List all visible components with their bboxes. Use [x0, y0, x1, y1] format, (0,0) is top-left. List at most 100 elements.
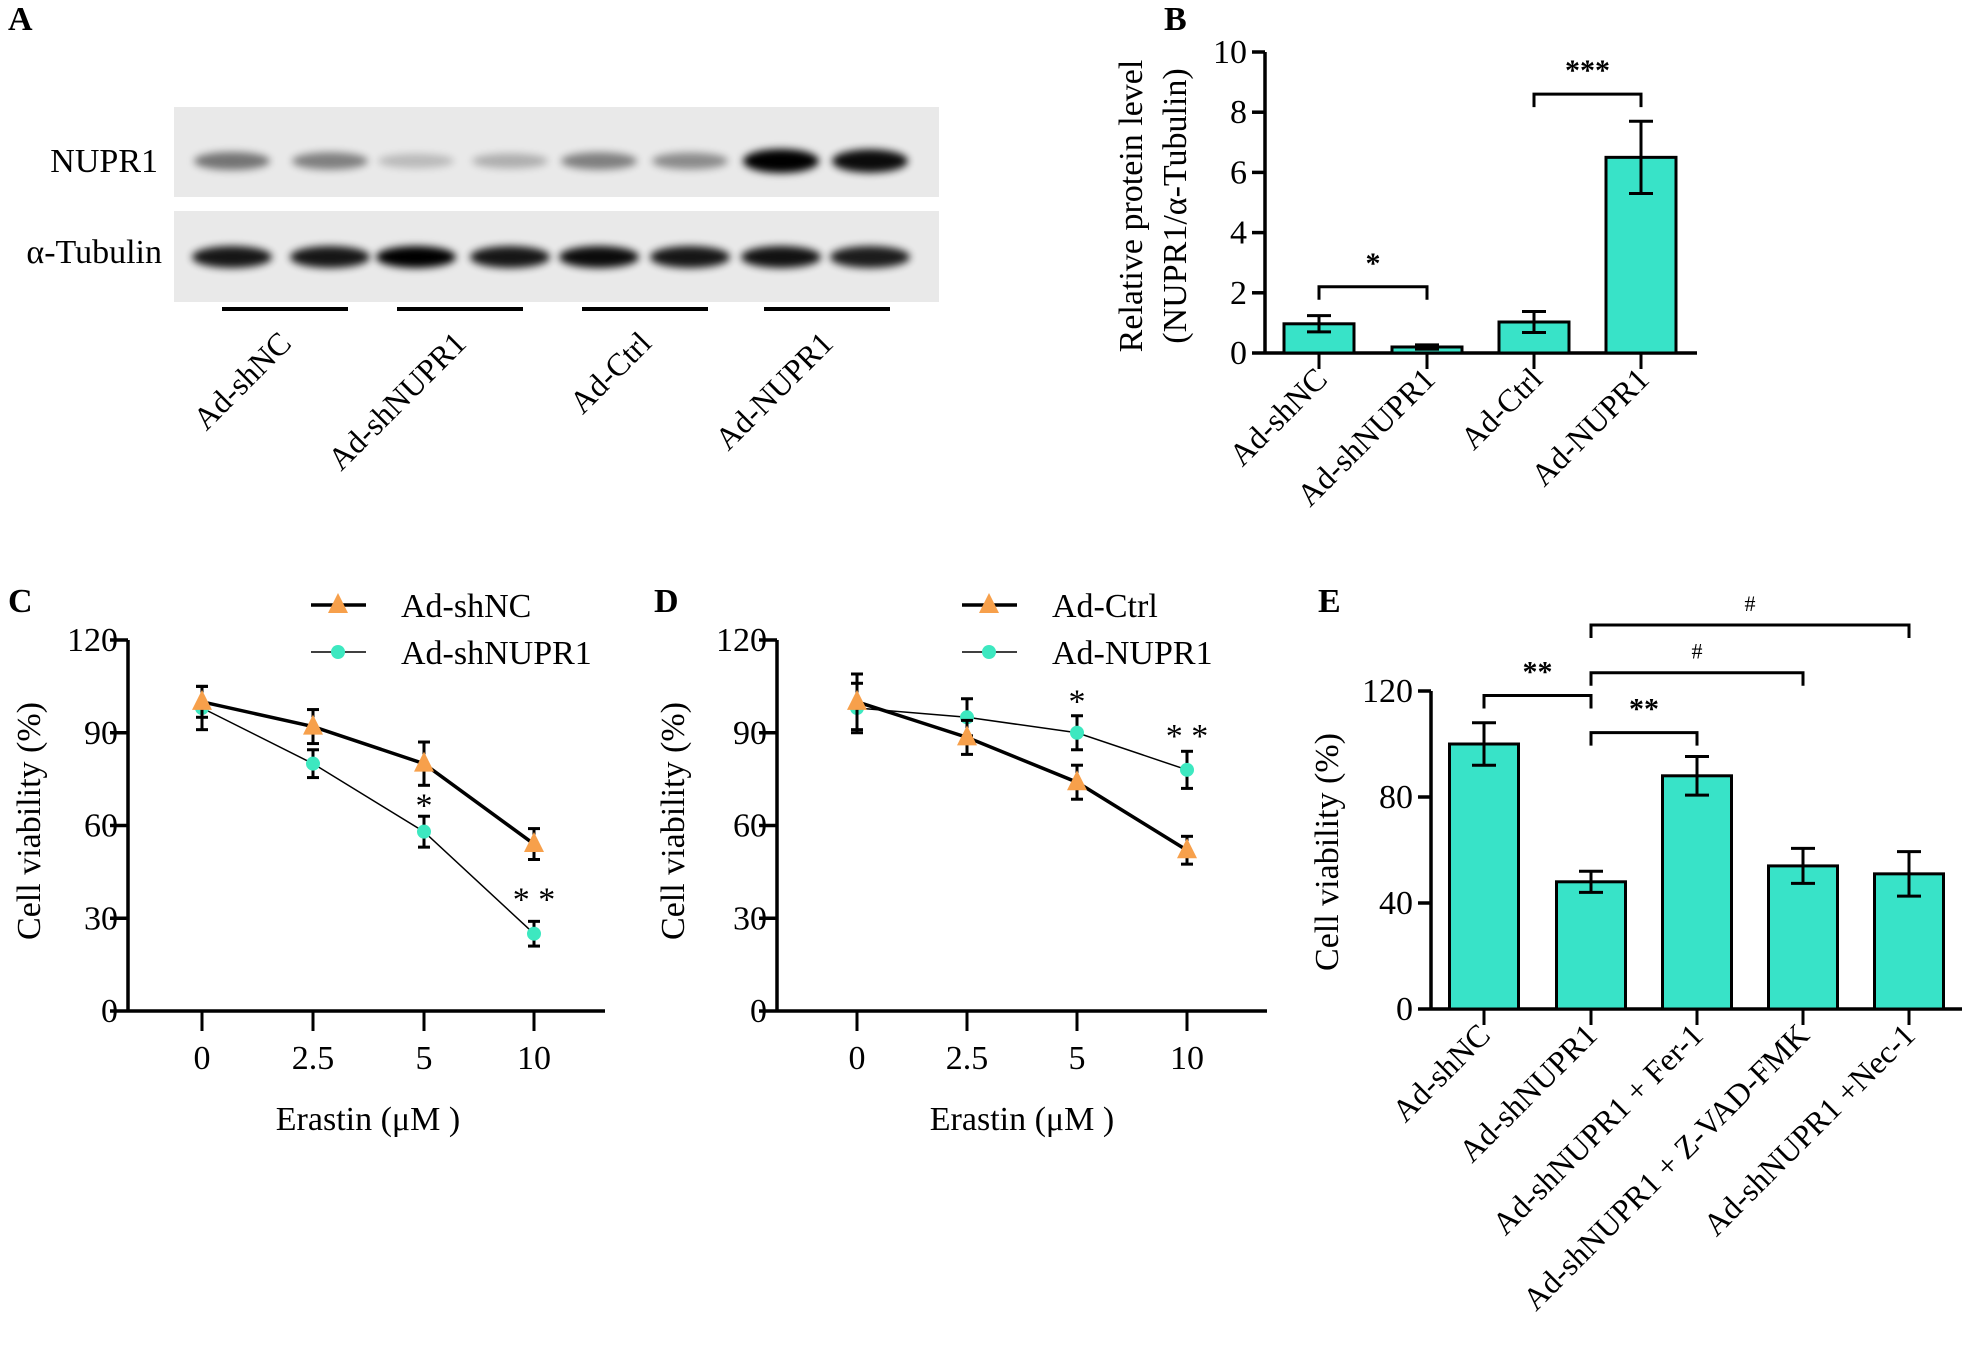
significance-label: * * — [513, 882, 556, 919]
legend-circle-marker — [331, 645, 345, 659]
data-point-triangle-marker — [303, 714, 323, 735]
data-point-triangle-marker — [524, 832, 544, 853]
blot-row-label-nupr1: NUPR1 — [50, 143, 158, 180]
band-nupr1 — [743, 149, 819, 173]
y-tick-label: 0 — [101, 993, 118, 1030]
y-tick-label: 30 — [84, 900, 118, 937]
y-axis-label: Cell viability (%) — [1309, 733, 1346, 971]
y-tick-label: 8 — [1230, 94, 1247, 131]
band-tubulin — [470, 246, 550, 268]
data-point-triangle-marker — [957, 725, 977, 746]
significance-label: ** — [1629, 693, 1659, 726]
x-tick-label: 10 — [517, 1040, 551, 1077]
blot-group-label: Ad-Ctrl — [562, 324, 658, 420]
x-tick-label: Ad-shNUPR1 + Fer-1 — [1485, 1016, 1710, 1241]
bar — [1661, 774, 1733, 1011]
significance-label: ** — [1523, 656, 1553, 689]
x-tick-label: 5 — [1069, 1040, 1086, 1077]
band-tubulin — [650, 246, 730, 268]
data-point-circle-marker — [417, 824, 431, 839]
y-tick-label: 60 — [733, 808, 767, 845]
western-blot: NUPR1 α-Tubulin Ad-shNC Ad-shNUPR1 Ad-Ctrl Ad… — [26, 107, 939, 477]
band-nupr1 — [832, 149, 908, 173]
y-axis-label: Relative protein level — [1113, 60, 1150, 353]
y-tick-label: 30 — [733, 900, 767, 937]
y-tick-label: 0 — [750, 993, 767, 1030]
significance-label: * — [416, 787, 433, 824]
data-point-triangle-marker — [192, 689, 212, 710]
bar — [1555, 880, 1627, 1011]
x-tick-label: 10 — [1170, 1040, 1204, 1077]
band-tubulin — [741, 246, 821, 268]
y-tick-label: 2 — [1230, 275, 1247, 312]
y-tick-label: 120 — [1362, 673, 1413, 710]
significance-bracket — [1589, 731, 1699, 746]
x-tick-label: 0 — [849, 1040, 866, 1077]
blot-group-label: Ad-shNC — [186, 324, 298, 436]
bar — [1604, 155, 1678, 355]
significance-label: # — [1692, 639, 1703, 664]
significance-bracket — [1317, 285, 1429, 300]
y-axis-label: Cell viability (%) — [655, 702, 692, 940]
significance-label: * — [1069, 684, 1086, 721]
legend-label: Ad-shNC — [401, 588, 531, 625]
y-tick-label: 90 — [733, 715, 767, 752]
data-point-triangle-marker — [414, 751, 434, 772]
y-tick-label: 120 — [67, 622, 118, 659]
x-tick-label: Ad-Ctrl — [1453, 360, 1549, 456]
legend-triangle-marker — [328, 593, 348, 613]
data-point-circle-marker — [306, 756, 320, 771]
band-nupr1 — [561, 152, 637, 170]
x-tick-label: Ad-shNC — [1222, 360, 1334, 472]
data-point-triangle-marker — [847, 689, 867, 710]
chart-c-viability-shnupr1: 0 30 60 90 120 0 2.5 5 10 Erastin (μM ) Cell viabi… — [11, 588, 605, 1138]
data-point-circle-marker — [1070, 725, 1084, 740]
series-line — [856, 700, 1188, 852]
data-point-triangle-marker — [1177, 838, 1197, 859]
x-axis-label: Erastin (μM ) — [276, 1101, 460, 1138]
blot-row-label-tubulin: α-Tubulin — [26, 234, 162, 271]
y-axis-label: Cell viability (%) — [11, 702, 48, 940]
significance-label: * * — [1166, 718, 1209, 755]
y-tick-label: 0 — [1230, 335, 1247, 372]
band-tubulin — [192, 246, 272, 268]
blot-strip-nupr1 — [174, 107, 939, 197]
y-tick-label: 4 — [1230, 215, 1247, 252]
series-line — [856, 707, 1188, 771]
x-tick-label: 2.5 — [946, 1040, 989, 1077]
data-point-circle-marker — [527, 926, 541, 941]
series-line — [201, 707, 535, 935]
significance-label: # — [1745, 591, 1756, 616]
y-tick-label: 80 — [1379, 779, 1413, 816]
panel-label-c: C — [8, 583, 33, 620]
blot-group-label: Ad-NUPR1 — [708, 324, 840, 456]
x-tick-label: 2.5 — [292, 1040, 335, 1077]
bar — [1448, 742, 1520, 1011]
x-tick-label: Ad-shNC — [1385, 1016, 1497, 1128]
band-nupr1 — [472, 153, 548, 169]
band-tubulin — [376, 246, 456, 268]
significance-bracket — [1532, 92, 1643, 108]
band-tubulin — [559, 246, 639, 268]
data-point-circle-marker — [1180, 762, 1194, 777]
blot-group-label: Ad-shNUPR1 — [321, 324, 473, 476]
y-tick-label: 10 — [1213, 34, 1247, 71]
legend-label: Ad-Ctrl — [1052, 588, 1158, 625]
x-tick-label: 0 — [194, 1040, 211, 1077]
legend-circle-marker — [982, 645, 996, 659]
band-nupr1 — [194, 152, 270, 170]
band-nupr1 — [652, 152, 728, 170]
y-axis-label-units: (NUPR1/α-Tubulin) — [1157, 68, 1194, 343]
legend-label: Ad-NUPR1 — [1052, 635, 1213, 672]
data-point-triangle-marker — [1067, 770, 1087, 791]
y-tick-label: 120 — [716, 622, 767, 659]
x-tick-label: Ad-NUPR1 — [1524, 360, 1656, 492]
band-nupr1 — [292, 152, 368, 170]
significance-bracket — [1589, 671, 1805, 686]
y-tick-label: 90 — [84, 715, 118, 752]
y-tick-label: 0 — [1396, 991, 1413, 1028]
panel-label-e: E — [1318, 583, 1341, 620]
